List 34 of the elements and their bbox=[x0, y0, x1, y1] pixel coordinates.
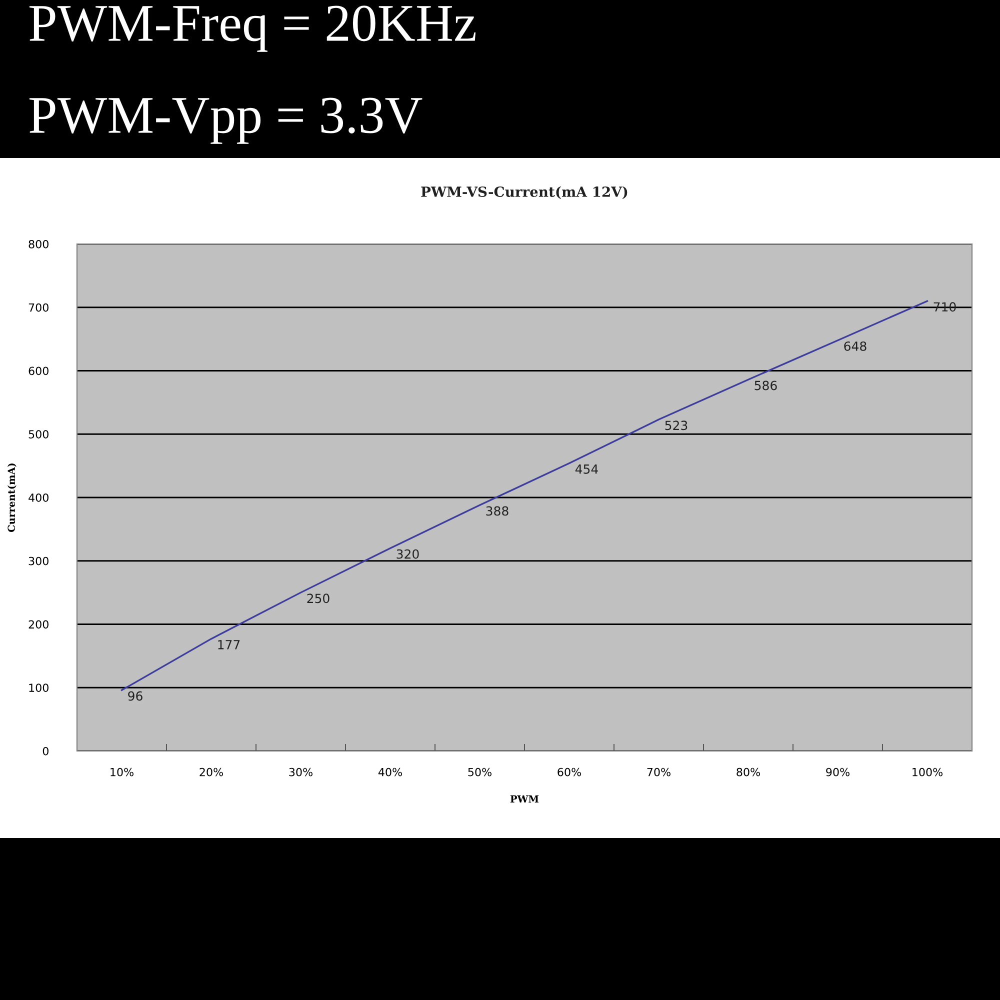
data-label: 648 bbox=[844, 341, 866, 351]
y-tick-label: 400 bbox=[28, 493, 48, 502]
x-tick-label: 40% bbox=[378, 768, 402, 776]
y-tick-label: 200 bbox=[28, 620, 48, 629]
x-tick-label: 50% bbox=[468, 768, 492, 776]
data-label: 320 bbox=[396, 549, 419, 559]
data-label: 96 bbox=[128, 691, 142, 701]
x-tick-label: 80% bbox=[736, 768, 760, 776]
x-axis-title: PWM bbox=[510, 795, 539, 802]
y-tick-label: 500 bbox=[28, 430, 48, 439]
y-tick-label: 600 bbox=[28, 366, 48, 376]
x-tick-label: 10% bbox=[110, 768, 134, 776]
y-tick-label: 300 bbox=[28, 556, 48, 566]
y-tick-label: 700 bbox=[28, 303, 48, 312]
text: PWM-Freq = 20KHz bbox=[30, 6, 476, 52]
text: PWM-Vpp = 3.3V bbox=[30, 98, 422, 144]
chart-title: PWM-VS-Current(mA 12V) bbox=[421, 186, 628, 199]
x-tick-label: 100% bbox=[912, 768, 943, 776]
x-tick-label: 30% bbox=[289, 768, 312, 776]
data-label: 177 bbox=[218, 640, 240, 650]
y-axis-title: Current(mA) bbox=[7, 464, 16, 532]
y-tick-label: 100 bbox=[29, 684, 48, 692]
data-label: 454 bbox=[575, 464, 598, 474]
x-tick-label: 70% bbox=[647, 768, 670, 776]
data-label: 250 bbox=[307, 594, 330, 604]
y-tick-label: 800 bbox=[28, 240, 48, 248]
data-label: 523 bbox=[665, 420, 688, 430]
x-tick-label: 20% bbox=[200, 768, 223, 776]
x-tick-label: 90% bbox=[826, 768, 850, 776]
x-tick-label: 60% bbox=[558, 768, 581, 776]
data-label: 586 bbox=[754, 380, 777, 390]
y-tick-label: 0 bbox=[42, 746, 48, 756]
data-label: 388 bbox=[486, 506, 508, 516]
line-series bbox=[120, 300, 928, 691]
